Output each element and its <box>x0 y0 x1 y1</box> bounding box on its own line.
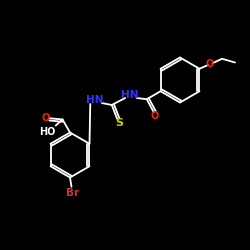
Text: O: O <box>150 111 158 121</box>
Text: Br: Br <box>66 188 79 198</box>
Text: O: O <box>42 113 50 123</box>
Text: S: S <box>115 118 123 128</box>
Text: HN: HN <box>121 90 138 100</box>
Text: HN: HN <box>86 95 104 105</box>
Text: O: O <box>206 59 214 69</box>
Text: HO: HO <box>40 127 56 137</box>
